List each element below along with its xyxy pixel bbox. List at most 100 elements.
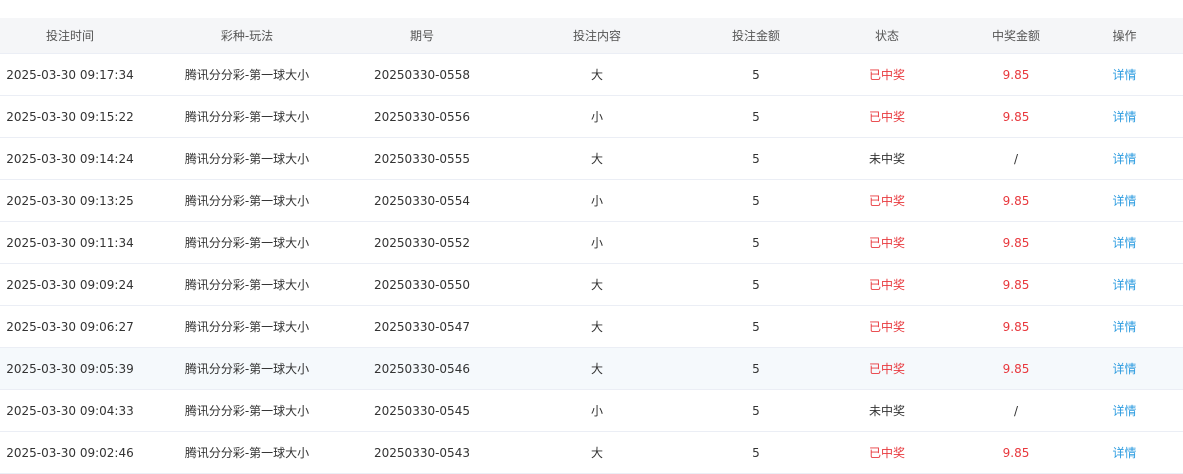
details-link[interactable]: 详情 [1066, 95, 1183, 138]
table-row: 2025-03-30 09:13:25 腾讯分分彩-第一球大小 20250330-0… [0, 179, 1183, 222]
cell-status: 已中奖 [808, 431, 966, 474]
cell-amount: 5 [704, 137, 808, 180]
cell-game: 腾讯分分彩-第一球大小 [140, 263, 354, 306]
details-link[interactable]: 详情 [1066, 347, 1183, 390]
cell-time: 2025-03-30 09:04:33 [0, 389, 140, 432]
cell-prize: 9.85 [966, 221, 1066, 264]
cell-amount: 5 [704, 53, 808, 96]
table-row: 2025-03-30 09:11:34 腾讯分分彩-第一球大小 20250330-0… [0, 221, 1183, 264]
cell-content: 大 [490, 263, 704, 306]
table-row: 2025-03-30 09:17:34 腾讯分分彩-第一球大小 20250330-0… [0, 53, 1183, 96]
cell-time: 2025-03-30 09:14:24 [0, 137, 140, 180]
cell-game: 腾讯分分彩-第一球大小 [140, 95, 354, 138]
table-row: 2025-03-30 09:04:33 腾讯分分彩-第一球大小 20250330-0… [0, 389, 1183, 432]
table-row: 2025-03-30 09:06:27 腾讯分分彩-第一球大小 20250330-0… [0, 305, 1183, 348]
cell-game: 腾讯分分彩-第一球大小 [140, 137, 354, 180]
cell-content: 小 [490, 389, 704, 432]
cell-time: 2025-03-30 09:15:22 [0, 95, 140, 138]
table-row: 2025-03-30 09:02:46 腾讯分分彩-第一球大小 20250330-0… [0, 431, 1183, 474]
cell-time: 2025-03-30 09:11:34 [0, 221, 140, 264]
cell-issue: 20250330-0546 [354, 347, 490, 390]
details-link[interactable]: 详情 [1066, 53, 1183, 96]
cell-prize: / [966, 389, 1066, 432]
bet-table: 投注时间 彩种-玩法 期号 投注内容 投注金额 状态 中奖金额 操作 2025-03-30 0… [0, 18, 1183, 474]
cell-prize: 9.85 [966, 179, 1066, 222]
cell-issue: 20250330-0556 [354, 95, 490, 138]
table-row: 2025-03-30 09:14:24 腾讯分分彩-第一球大小 20250330-0… [0, 137, 1183, 180]
details-link[interactable]: 详情 [1066, 305, 1183, 348]
cell-amount: 5 [704, 95, 808, 138]
cell-game: 腾讯分分彩-第一球大小 [140, 305, 354, 348]
cell-status: 已中奖 [808, 347, 966, 390]
cell-amount: 5 [704, 263, 808, 306]
column-header: 期号 [354, 18, 490, 54]
cell-amount: 5 [704, 221, 808, 264]
cell-status: 已中奖 [808, 179, 966, 222]
column-header: 投注金额 [704, 18, 808, 54]
cell-prize: 9.85 [966, 431, 1066, 474]
cell-prize: 9.85 [966, 53, 1066, 96]
cell-prize: / [966, 137, 1066, 180]
column-header: 状态 [808, 18, 966, 54]
column-header: 投注内容 [490, 18, 704, 54]
details-link[interactable]: 详情 [1066, 221, 1183, 264]
cell-status: 已中奖 [808, 95, 966, 138]
cell-amount: 5 [704, 389, 808, 432]
cell-issue: 20250330-0543 [354, 431, 490, 474]
column-header: 彩种-玩法 [140, 18, 354, 54]
details-link[interactable]: 详情 [1066, 263, 1183, 306]
cell-time: 2025-03-30 09:05:39 [0, 347, 140, 390]
details-link[interactable]: 详情 [1066, 431, 1183, 474]
cell-content: 小 [490, 179, 704, 222]
cell-issue: 20250330-0547 [354, 305, 490, 348]
cell-status: 已中奖 [808, 53, 966, 96]
cell-status: 未中奖 [808, 137, 966, 180]
table-row: 2025-03-30 09:15:22 腾讯分分彩-第一球大小 20250330-0… [0, 95, 1183, 138]
cell-content: 大 [490, 53, 704, 96]
cell-content: 大 [490, 305, 704, 348]
cell-content: 大 [490, 137, 704, 180]
column-header: 操作 [1066, 18, 1183, 54]
cell-issue: 20250330-0558 [354, 53, 490, 96]
cell-content: 小 [490, 221, 704, 264]
details-link[interactable]: 详情 [1066, 389, 1183, 432]
cell-amount: 5 [704, 179, 808, 222]
cell-time: 2025-03-30 09:06:27 [0, 305, 140, 348]
cell-issue: 20250330-0554 [354, 179, 490, 222]
cell-amount: 5 [704, 305, 808, 348]
cell-status: 已中奖 [808, 221, 966, 264]
cell-game: 腾讯分分彩-第一球大小 [140, 221, 354, 264]
details-link[interactable]: 详情 [1066, 179, 1183, 222]
cell-status: 已中奖 [808, 263, 966, 306]
cell-game: 腾讯分分彩-第一球大小 [140, 347, 354, 390]
cell-amount: 5 [704, 347, 808, 390]
cell-content: 大 [490, 347, 704, 390]
table-row: 2025-03-30 09:09:24 腾讯分分彩-第一球大小 20250330-0… [0, 263, 1183, 306]
cell-status: 已中奖 [808, 305, 966, 348]
cell-issue: 20250330-0555 [354, 137, 490, 180]
table-header: 投注时间 彩种-玩法 期号 投注内容 投注金额 状态 中奖金额 操作 [0, 18, 1183, 54]
cell-time: 2025-03-30 09:02:46 [0, 431, 140, 474]
cell-amount: 5 [704, 431, 808, 474]
cell-prize: 9.85 [966, 305, 1066, 348]
table-row: 2025-03-30 09:05:39 腾讯分分彩-第一球大小 20250330-0… [0, 347, 1183, 390]
cell-prize: 9.85 [966, 95, 1066, 138]
cell-prize: 9.85 [966, 263, 1066, 306]
cell-issue: 20250330-0550 [354, 263, 490, 306]
cell-time: 2025-03-30 09:17:34 [0, 53, 140, 96]
cell-game: 腾讯分分彩-第一球大小 [140, 179, 354, 222]
cell-issue: 20250330-0545 [354, 389, 490, 432]
column-header: 中奖金额 [966, 18, 1066, 54]
cell-issue: 20250330-0552 [354, 221, 490, 264]
cell-time: 2025-03-30 09:09:24 [0, 263, 140, 306]
column-header: 投注时间 [0, 18, 140, 54]
cell-game: 腾讯分分彩-第一球大小 [140, 431, 354, 474]
details-link[interactable]: 详情 [1066, 137, 1183, 180]
cell-content: 大 [490, 431, 704, 474]
cell-game: 腾讯分分彩-第一球大小 [140, 389, 354, 432]
cell-content: 小 [490, 95, 704, 138]
cell-prize: 9.85 [966, 347, 1066, 390]
cell-game: 腾讯分分彩-第一球大小 [140, 53, 354, 96]
cell-status: 未中奖 [808, 389, 966, 432]
